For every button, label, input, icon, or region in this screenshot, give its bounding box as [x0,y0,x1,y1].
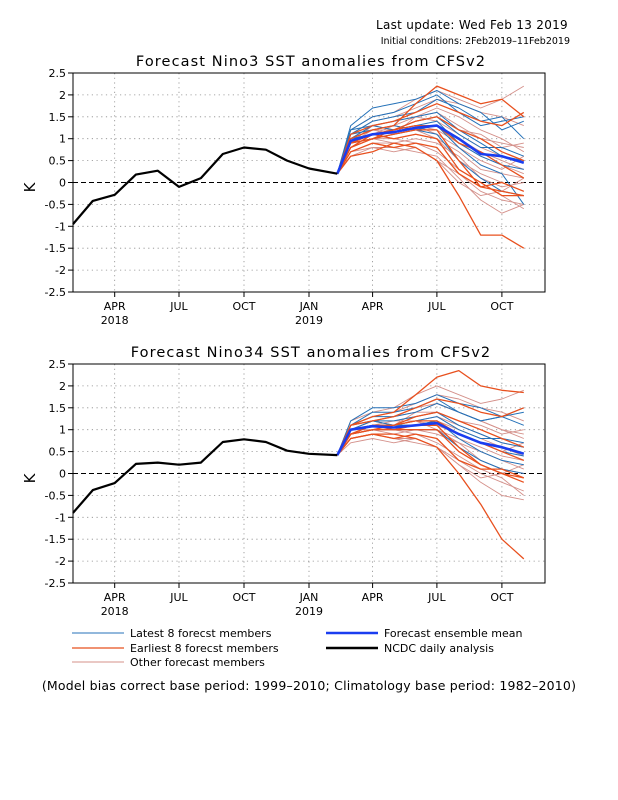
nino34-ytick-label: 1 [59,424,66,437]
nino34-member-earliest-line [336,369,524,456]
legend-label-latest: Latest 8 forecst members [130,627,272,640]
nino3-plot-frame [72,72,546,293]
nino3-ytick-label: 1 [59,133,66,146]
nino34-xtick-label: JAN [299,591,319,604]
nino34-chart: Forecast Nino34 SST anomalies from CFSv2… [21,345,546,618]
nino3-ytick-label: 0.5 [49,155,67,168]
nino34-xtick-year: 2018 [101,605,129,618]
nino3-analysis-line [72,146,338,225]
nino34-member-earliest-line [336,398,525,456]
nino34-member-other-line [336,433,524,492]
nino3-chart: Forecast Nino3 SST anomalies from CFSv2 2… [21,54,546,327]
legend-label-mean: Forecast ensemble mean [384,627,523,640]
nino34-ensemble-mean-line [336,421,525,456]
nino34-ytick-label: -2.5 [45,577,66,590]
nino3-ytick-label: -0.5 [45,198,66,211]
nino3-ytick-label: 2 [59,89,66,102]
nino34-member-earliest-line [336,411,525,456]
nino34-analysis-line [72,438,338,514]
nino34-ytick-label: 1.5 [49,402,67,415]
nino34-ytick-label: -1.5 [45,533,66,546]
nino3-ylabel: K [21,181,39,192]
bias-correction-note: (Model bias correct base period: 1999–20… [41,678,577,693]
nino3-title: Forecast Nino3 SST anomalies from CFSv2 [136,54,486,70]
nino34-ytick-label: -0.5 [45,489,66,502]
nino3-xtick-label: JUL [427,300,446,313]
nino3-member-earliest-line [336,142,525,192]
nino3-member-earliest-line [336,116,525,174]
nino34-ytick-label: -2 [55,555,66,568]
nino3-xtick-label: OCT [232,300,255,313]
nino34-member-earliest-line [336,420,525,462]
nino3-ytick-label: -2.5 [45,286,66,299]
nino34-xtick-label: APR [362,591,384,604]
nino3-ytick-label: 0 [59,177,66,190]
legend-label-other: Other forecast members [130,656,265,669]
nino34-ytick-label: 0.5 [49,446,67,459]
nino34-ytick-label: -1 [55,511,66,524]
nino3-member-earliest-line [336,85,525,174]
nino3-ytick-label: -2 [55,264,66,277]
nino34-xtick-label: JUL [169,591,188,604]
nino3-xtick-label: JAN [299,300,319,313]
nino34-ytick-label: 2.5 [49,358,67,371]
nino3-ytick-label: 2.5 [49,67,67,80]
initial-conditions-text: Initial conditions: 2Feb2019–11Feb2019 [380,36,570,47]
last-update-text: Last update: Wed Feb 13 2019 [375,18,568,32]
nino34-xtick-label: JUL [427,591,446,604]
nino34-member-latest-line [336,394,524,456]
nino34-ytick-label: 2 [59,380,66,393]
nino34-xtick-label: APR [104,591,126,604]
nino3-xtick-year: 2019 [295,314,323,327]
nino34-title: Forecast Nino34 SST anomalies from CFSv2 [131,345,492,361]
legend-label-earliest: Earliest 8 forecst members [130,642,279,655]
nino3-xtick-label: OCT [490,300,513,313]
nino34-plot-frame [72,363,546,584]
nino34-xtick-year: 2019 [295,605,323,618]
nino34-xtick-label: OCT [232,591,255,604]
nino34-member-other-line [336,385,524,456]
nino34-ylabel: K [21,472,39,483]
nino3-xtick-label: APR [104,300,126,313]
legend-label-analysis: NCDC daily analysis [384,642,494,655]
nino3-member-earliest-line [336,103,525,174]
nino3-ytick-label: 1.5 [49,111,67,124]
nino3-ensemble-mean-line [336,124,525,175]
nino3-ytick-label: -1.5 [45,242,66,255]
nino3-xtick-label: JUL [169,300,188,313]
nino3-member-earliest-line [336,142,525,249]
nino34-xtick-label: OCT [490,591,513,604]
nino3-ytick-label: -1 [55,220,66,233]
nino3-xtick-label: APR [362,300,384,313]
nino34-member-earliest-line [336,433,525,560]
nino34-member-earliest-line [336,433,525,479]
nino34-ytick-label: 0 [59,468,66,481]
chart-legend: Latest 8 forecst members Earliest 8 fore… [72,627,523,669]
nino3-xtick-year: 2018 [101,314,129,327]
